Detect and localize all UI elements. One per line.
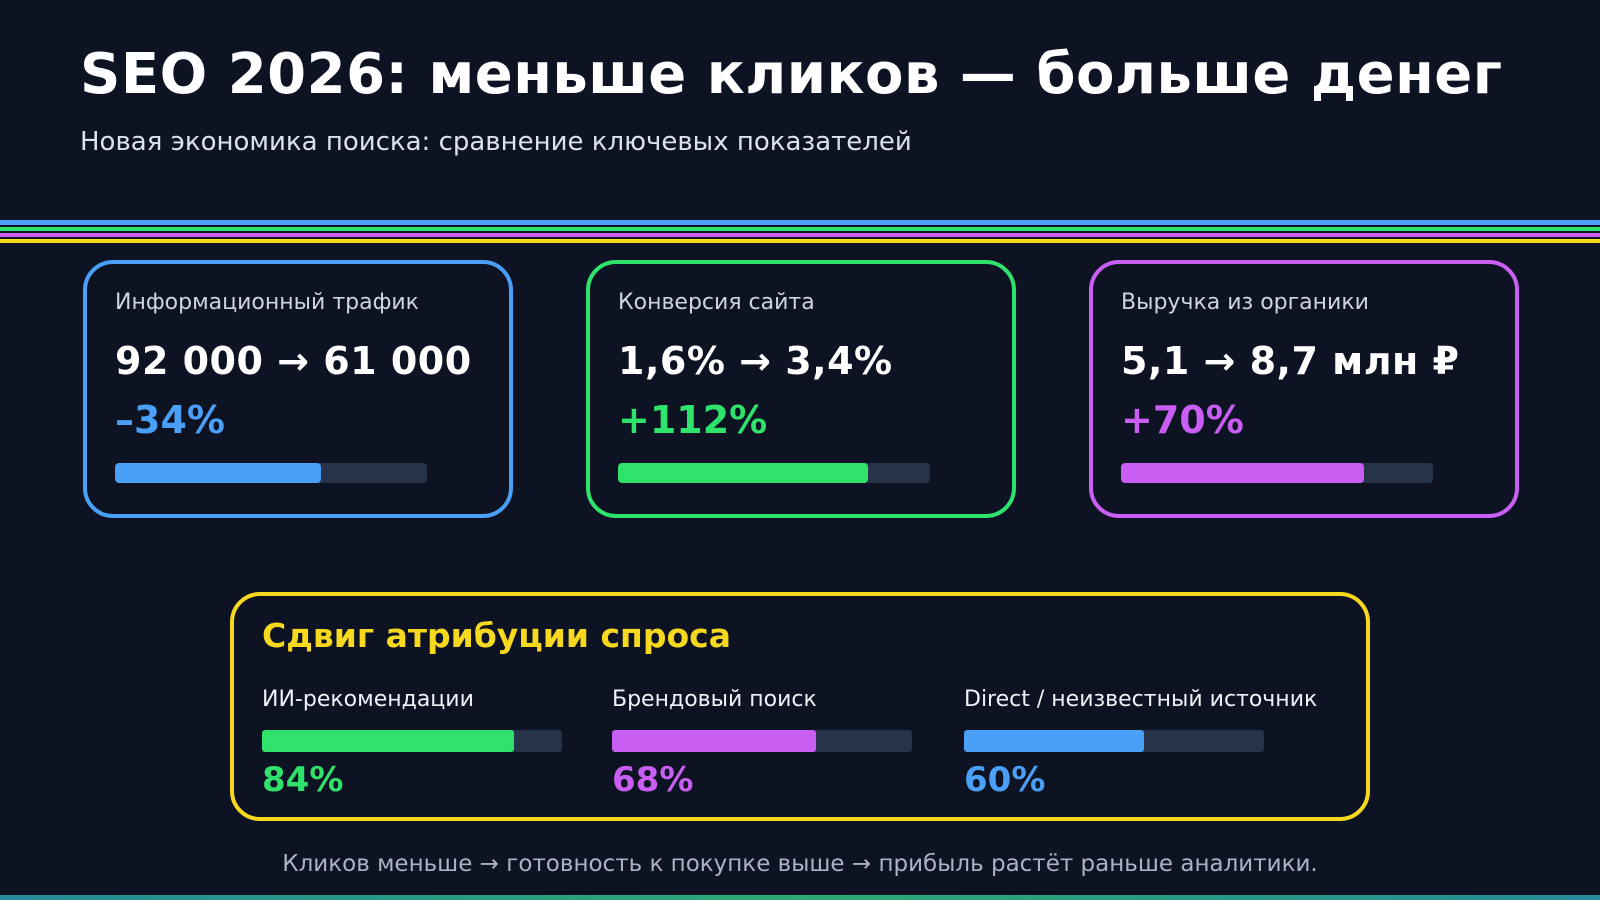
attribution-label: ИИ-рекомендации (262, 687, 474, 712)
metric-card-organic-revenue: Выручка из органики 5,1 → 8,7 млн ₽ +70% (1089, 260, 1519, 518)
metric-value: 1,6% → 3,4% (618, 339, 893, 383)
progress-bar-track (618, 463, 930, 483)
metric-label: Информационный трафик (115, 290, 419, 315)
page-subtitle: Новая экономика поиска: сравнение ключев… (80, 127, 912, 157)
progress-bar-fill (115, 463, 321, 483)
metric-delta: +70% (1121, 398, 1244, 442)
divider-band-blue (0, 220, 1600, 225)
attribution-bar-track (262, 730, 562, 752)
attribution-bar-track (964, 730, 1264, 752)
progress-bar-fill (618, 463, 868, 483)
attribution-columns: ИИ-рекомендации 84% Брендовый поиск 68% … (262, 687, 1338, 800)
attribution-bar-fill (964, 730, 1144, 752)
metric-card-site-conversion: Конверсия сайта 1,6% → 3,4% +112% (586, 260, 1016, 518)
metric-value: 92 000 → 61 000 (115, 339, 472, 383)
metric-label: Выручка из органики (1121, 290, 1369, 315)
progress-bar-fill (1121, 463, 1365, 483)
attribution-column-direct-unknown: Direct / неизвестный источник 60% (964, 687, 1317, 800)
metric-cards-row: Информационный трафик 92 000 → 61 000 –3… (83, 260, 1519, 518)
progress-bar-track (115, 463, 427, 483)
attribution-bar-fill (262, 730, 514, 752)
divider-band-yellow (0, 239, 1600, 243)
attribution-column-ai-recommendations: ИИ-рекомендации 84% (262, 687, 612, 800)
attribution-percent: 68% (612, 760, 694, 800)
metric-card-informational-traffic: Информационный трафик 92 000 → 61 000 –3… (83, 260, 513, 518)
footer-note: Кликов меньше → готовность к покупке выш… (282, 851, 1318, 877)
progress-bar-track (1121, 463, 1433, 483)
attribution-shift-card: Сдвиг атрибуции спроса ИИ-рекомендации 8… (230, 592, 1370, 821)
rainbow-divider (0, 220, 1600, 245)
metric-delta: –34% (115, 398, 225, 442)
page-title: SEO 2026: меньше кликов — больше денег (80, 42, 1503, 107)
attribution-label: Брендовый поиск (612, 687, 817, 712)
metric-delta: +112% (618, 398, 768, 442)
attribution-label: Direct / неизвестный источник (964, 687, 1318, 712)
metric-label: Конверсия сайта (618, 290, 815, 315)
attribution-title: Сдвиг атрибуции спроса (262, 616, 731, 655)
attribution-percent: 84% (262, 760, 344, 800)
divider-band-purple (0, 233, 1600, 237)
attribution-bar-track (612, 730, 912, 752)
divider-band-green (0, 227, 1600, 231)
attribution-percent: 60% (964, 760, 1046, 800)
attribution-bar-fill (612, 730, 816, 752)
bottom-accent-stripe (0, 895, 1600, 900)
attribution-column-branded-search: Брендовый поиск 68% (612, 687, 964, 800)
metric-value: 5,1 → 8,7 млн ₽ (1121, 339, 1460, 383)
